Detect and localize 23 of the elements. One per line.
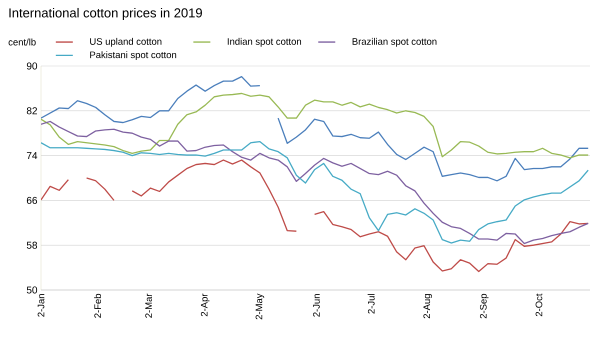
y-tick-label: 58 [26,242,38,249]
y-tick-label: 50 [26,286,38,294]
x-tick-label: 2-Apr [200,294,210,316]
x-tick-label: 2-May [256,294,264,320]
legend-label: Indian spot cotton [228,38,302,47]
x-tick-label: 2-Jun [313,294,320,317]
x-tick-label: 2-Jan [38,294,44,317]
legend-label: Pakistani spot cotton [90,51,176,60]
legend-label: US upland cotton [90,38,162,47]
y-tick-label: 74 [26,152,38,160]
x-tick-label: 2-Oct [536,294,542,316]
x-tick-label: 2-Jul [368,294,375,314]
y-axis-title: cent/lb [8,38,36,46]
x-tick-label: 2-Aug [423,294,432,318]
chart-title: International cotton prices in 2019 [9,8,202,20]
x-tick-label: 2-Sep [480,294,489,318]
y-tick-label: 82 [26,107,37,114]
line-series [41,92,589,158]
y-tick-label: 66 [26,196,38,204]
y-tick-label: 90 [26,62,38,70]
legend-label: Brazilian spot cotton [352,38,436,47]
x-tick-label: 2-Mar [145,294,152,318]
x-tick-label: 2-Feb [94,294,102,318]
